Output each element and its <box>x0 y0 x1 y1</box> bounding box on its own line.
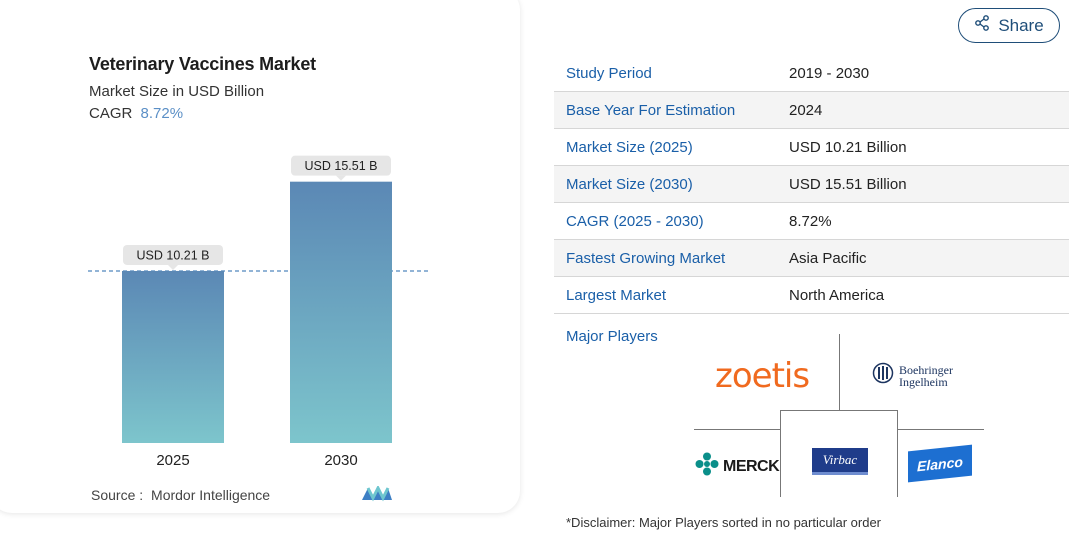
market-info-table: Study Period 2019 - 2030 Base Year For E… <box>554 55 1069 314</box>
merck-text: MERCK <box>723 457 780 475</box>
info-value: USD 10.21 Billion <box>789 138 907 156</box>
disclaimer-text: *Disclaimer: Major Players sorted in no … <box>566 515 882 530</box>
chart-title: Veterinary Vaccines Market <box>89 54 316 74</box>
value-label-2025: USD 10.21 B <box>123 244 223 270</box>
x-tick-2030: 2030 <box>324 452 357 469</box>
ingelheim-text: Ingelheim <box>899 374 948 389</box>
share-button[interactable]: Share <box>958 8 1060 43</box>
zoetis-logo: zoetis <box>715 356 810 396</box>
merck-logo: MERCK <box>695 452 780 481</box>
major-players-grid: zoetis Boehringer Ingelheim MERCK <box>690 334 990 499</box>
x-tick-2025: 2025 <box>156 452 189 469</box>
info-value: Asia Pacific <box>789 249 867 267</box>
virbac-logo: Virbac <box>812 448 868 475</box>
info-value: 2019 - 2030 <box>789 64 870 82</box>
chart-card <box>0 0 520 513</box>
boehringer-emblem-icon <box>872 362 894 389</box>
info-row-largest-market: Largest Market North America <box>554 277 1069 314</box>
info-label[interactable]: Study Period <box>566 64 652 82</box>
bar-2025[interactable] <box>122 270 224 443</box>
share-label: Share <box>998 15 1044 35</box>
info-row-cagr: CAGR (2025 - 2030) 8.72% <box>554 203 1069 240</box>
cagr-value: 8.72% <box>140 105 184 122</box>
info-label[interactable]: Market Size (2025) <box>566 138 693 156</box>
info-label[interactable]: Fastest Growing Market <box>566 249 726 267</box>
info-value: USD 15.51 Billion <box>789 175 907 193</box>
info-value: 8.72% <box>789 212 832 230</box>
divider-box <box>780 410 898 497</box>
info-label[interactable]: Market Size (2030) <box>566 175 693 193</box>
info-value: North America <box>789 286 885 304</box>
cagr-label: CAGR <box>89 105 133 122</box>
boehringer-text: Boehringer <box>899 362 953 377</box>
info-label[interactable]: Base Year For Estimation <box>566 101 736 119</box>
source-label: Source : <box>91 487 144 503</box>
elanco-logo: Elanco <box>908 444 972 483</box>
info-row-fastest-growing: Fastest Growing Market Asia Pacific <box>554 240 1069 277</box>
bar-chart: USD 10.21 B 2025 USD 15.51 B 2030 <box>88 155 430 469</box>
share-icon <box>974 15 990 36</box>
divider <box>898 429 984 430</box>
info-row-market-size-2025: Market Size (2025) USD 10.21 Billion <box>554 129 1069 166</box>
chart-subtitle: Market Size in USD Billion <box>89 83 265 100</box>
merck-emblem-icon <box>695 452 719 481</box>
info-label[interactable]: CAGR (2025 - 2030) <box>566 212 704 230</box>
svg-text:USD 10.21 B: USD 10.21 B <box>137 248 210 262</box>
info-row-study-period: Study Period 2019 - 2030 <box>554 55 1069 92</box>
source-name: Mordor Intelligence <box>151 487 271 503</box>
info-value: 2024 <box>789 101 823 119</box>
chart-cagr: CAGR 8.72% <box>89 105 183 122</box>
divider <box>694 429 780 430</box>
bar-2030[interactable] <box>290 181 392 443</box>
info-row-base-year: Base Year For Estimation 2024 <box>554 92 1069 129</box>
mordor-logo-icon <box>362 484 392 507</box>
info-label[interactable]: Largest Market <box>566 286 667 304</box>
value-label-2030: USD 15.51 B <box>291 155 391 181</box>
divider <box>839 334 840 410</box>
boehringer-ingelheim-logo: Boehringer Ingelheim <box>872 362 953 389</box>
source-line: Source : Mordor Intelligence <box>91 487 270 503</box>
major-players-title[interactable]: Major Players <box>566 328 658 345</box>
svg-text:USD 15.51 B: USD 15.51 B <box>305 159 378 173</box>
info-row-market-size-2030: Market Size (2030) USD 15.51 Billion <box>554 166 1069 203</box>
